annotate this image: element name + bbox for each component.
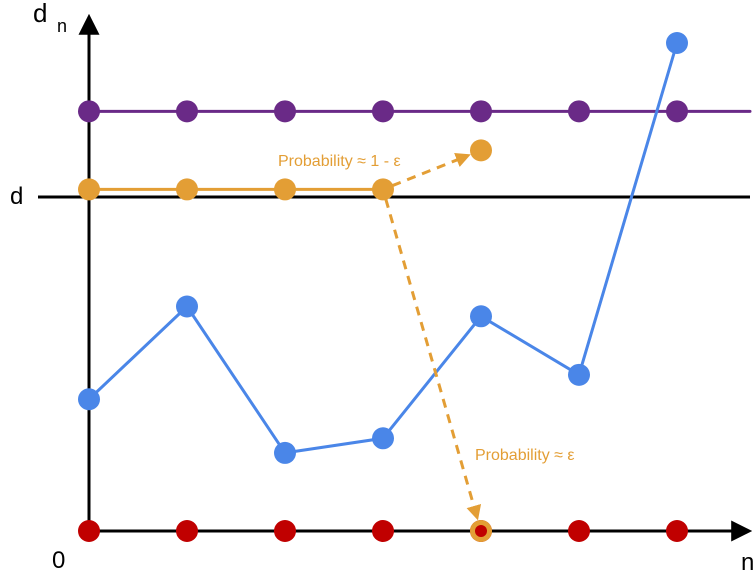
purple-point xyxy=(176,100,198,123)
orange-point xyxy=(176,178,198,201)
origin-label: 0 xyxy=(52,547,65,574)
red-point xyxy=(176,520,198,542)
absorbed-point-core xyxy=(475,525,487,537)
purple-point xyxy=(568,100,590,123)
blue-point xyxy=(666,32,688,54)
threshold-label: d xyxy=(10,183,23,210)
red-point xyxy=(666,520,688,542)
blue-point xyxy=(176,295,198,318)
purple-point xyxy=(666,100,688,123)
probability-low-label: Probability ≈ ε xyxy=(475,447,575,464)
branch-arrow-drop xyxy=(384,198,482,521)
x-axis-label: n xyxy=(741,549,754,576)
blue-point xyxy=(568,363,590,386)
orange-point xyxy=(78,178,100,201)
red-point xyxy=(78,520,100,542)
purple-point xyxy=(470,100,492,123)
purple-point xyxy=(274,100,296,123)
red-point xyxy=(568,520,590,542)
probability-high-label: Probability ≈ 1 - ε xyxy=(278,153,401,170)
blue-point xyxy=(470,305,492,328)
blue-point xyxy=(78,388,100,411)
y-axis-subscript: n xyxy=(57,16,67,36)
y-axis-label: d xyxy=(33,0,47,28)
purple-point xyxy=(372,100,394,123)
blue-point xyxy=(372,427,394,450)
blue-point xyxy=(274,441,296,464)
red-point xyxy=(372,520,394,542)
red-point xyxy=(274,520,296,542)
orange-point xyxy=(274,178,296,201)
branch-arrow-stay xyxy=(391,153,471,188)
purple-point xyxy=(78,100,100,123)
orange-point xyxy=(372,178,394,201)
branch-target-point xyxy=(470,139,492,162)
